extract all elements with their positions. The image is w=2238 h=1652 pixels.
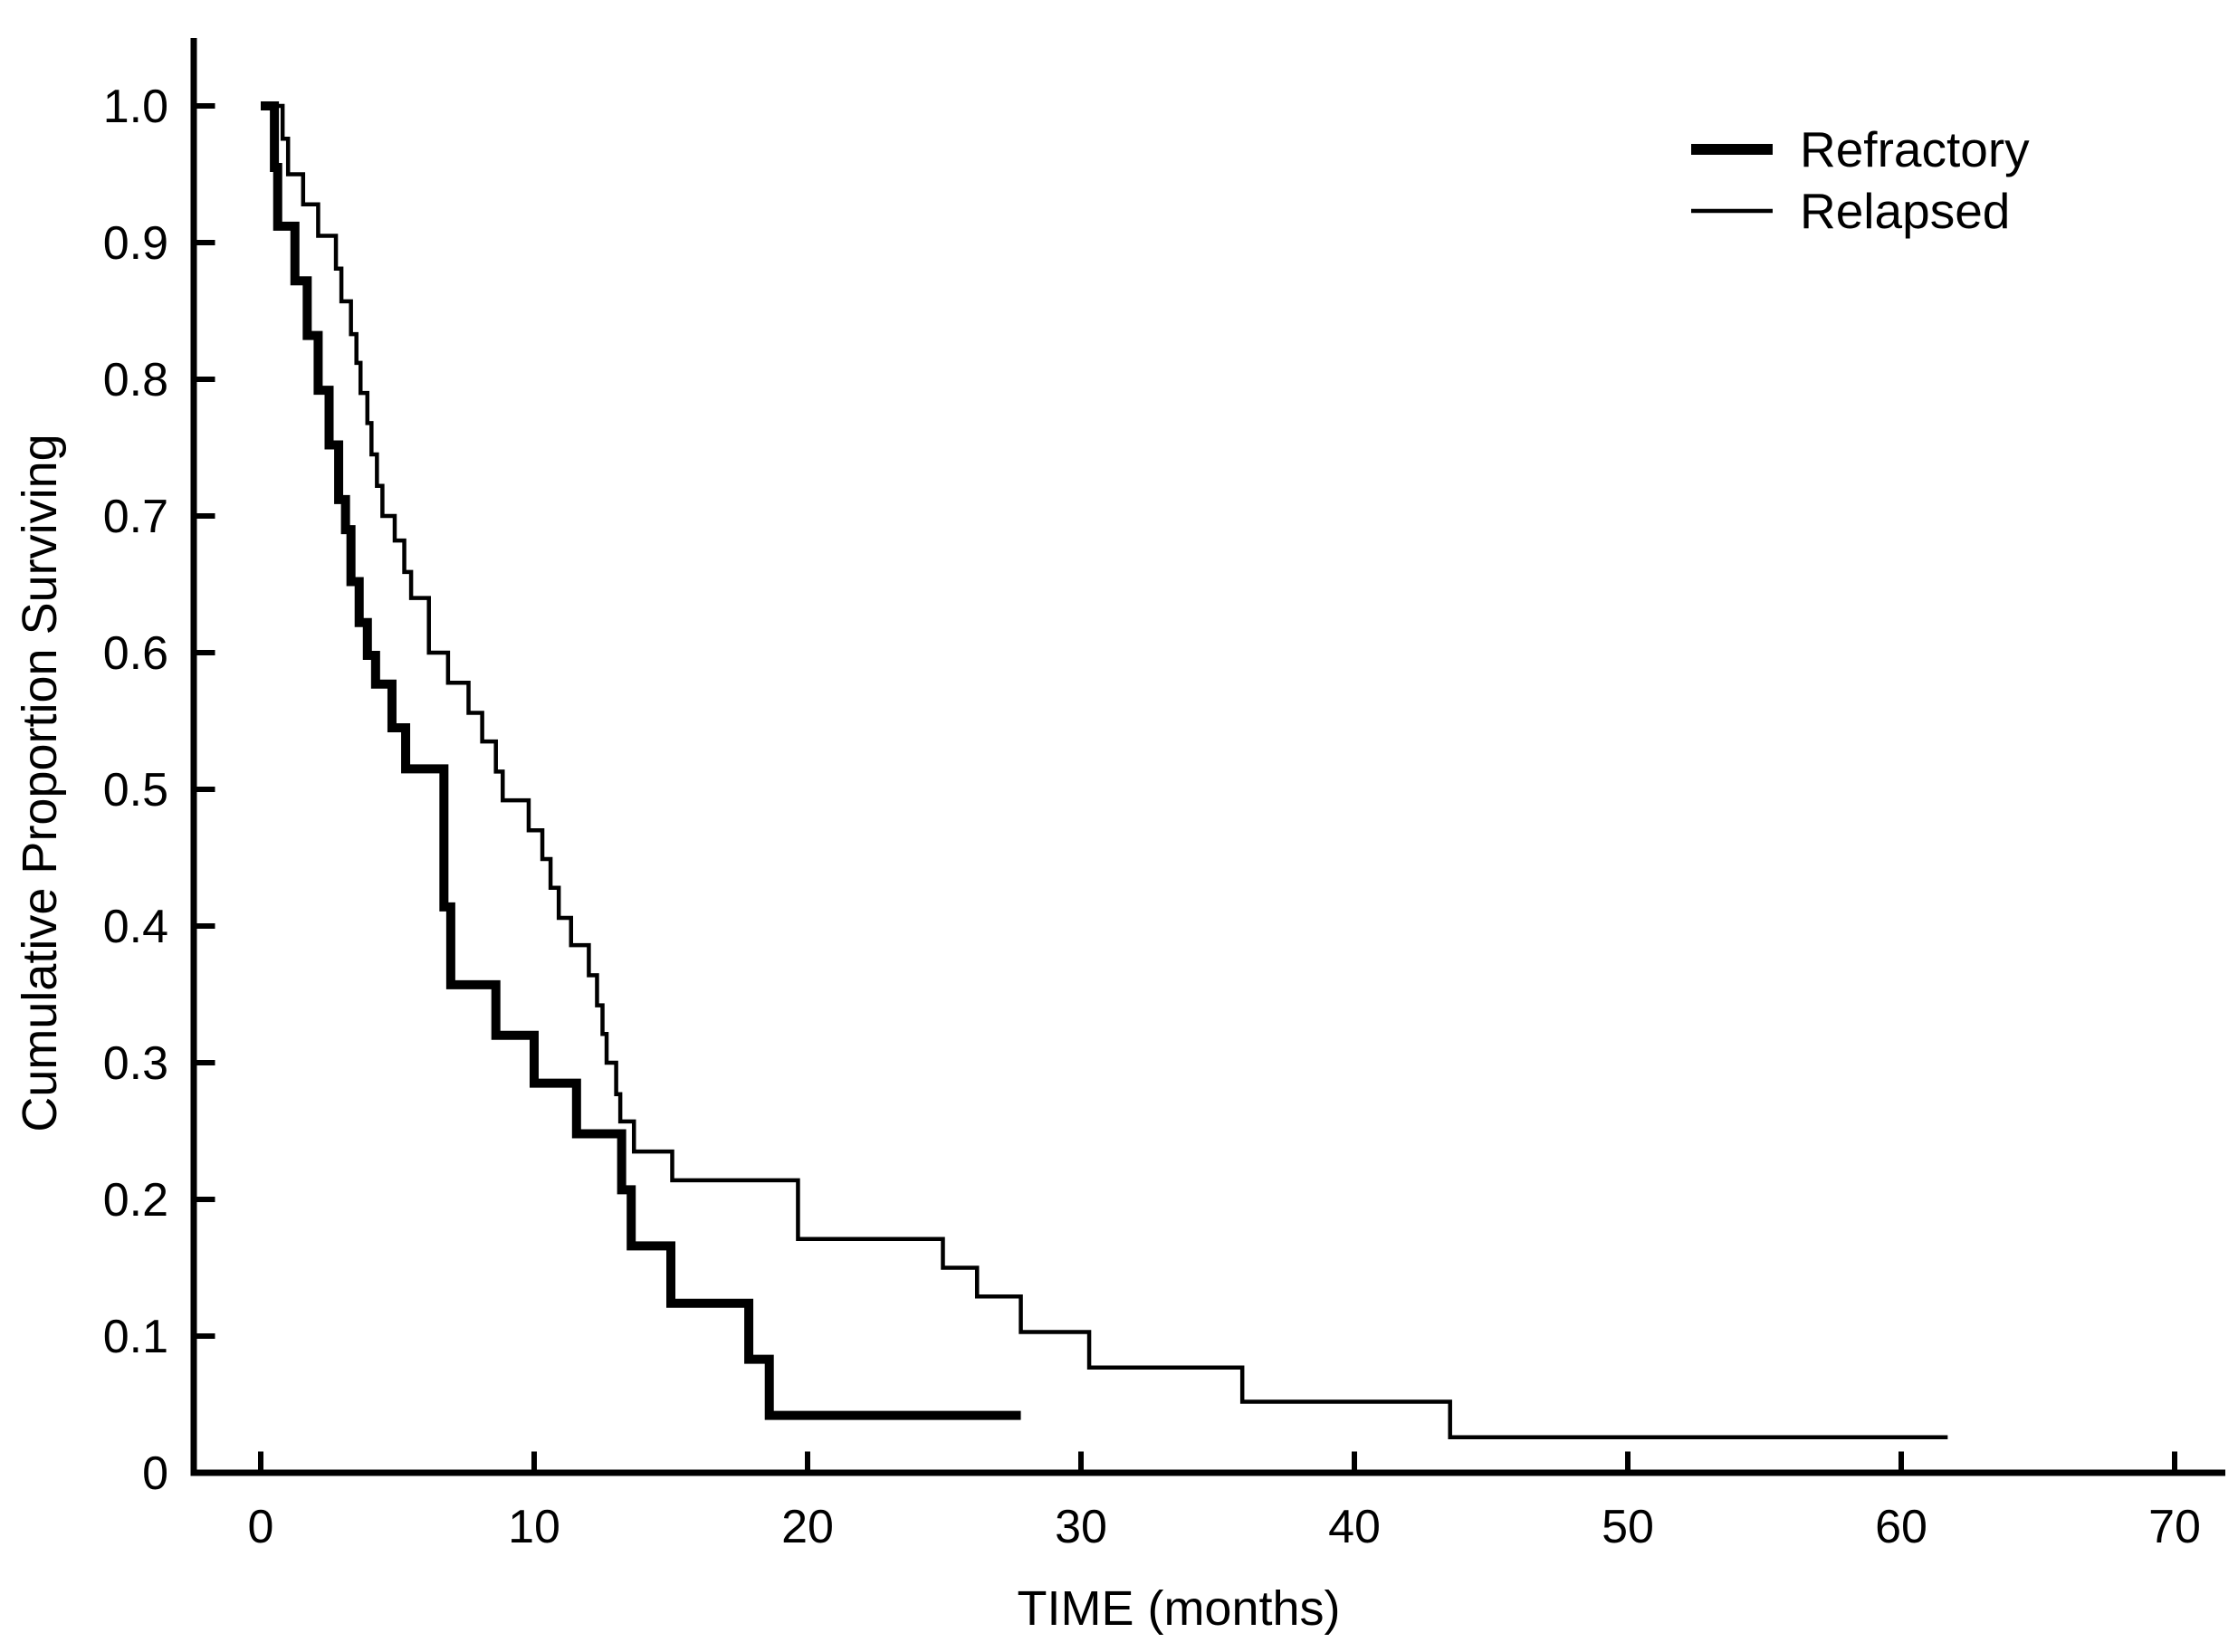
y-tick-label: 0.4 [103,901,168,953]
y-tick-label: 1.0 [103,81,168,133]
x-tick-label: 10 [508,1501,560,1553]
y-tick-label: 0 [142,1447,168,1500]
x-tick-label: 30 [1055,1501,1107,1553]
x-tick-label: 40 [1328,1501,1381,1553]
y-tick-label: 0.1 [103,1311,168,1363]
x-tick-label: 60 [1875,1501,1927,1553]
x-tick-label: 50 [1602,1501,1654,1553]
x-axis-title: TIME (months) [1017,1581,1340,1636]
y-tick-label: 0.9 [103,217,168,270]
x-tick-label: 20 [781,1501,834,1553]
refractory-curve [261,101,1021,1420]
x-tick-label: 70 [2148,1501,2201,1553]
x-tick-label: 0 [248,1501,274,1553]
y-tick-label: 0.3 [103,1037,168,1090]
y-tick-label: 0.2 [103,1174,168,1227]
legend-label-refractory: Refractory [1800,121,2030,177]
relapsed-curve [275,103,1948,1439]
y-tick-label: 0.7 [103,491,168,543]
y-tick-label: 0.5 [103,764,168,816]
legend-label-relapsed: Relapsed [1800,183,2010,239]
y-axis-title: Cumulative Proportion Surviving [13,434,67,1132]
y-tick-label: 0.8 [103,354,168,406]
y-tick-label: 0.6 [103,627,168,680]
